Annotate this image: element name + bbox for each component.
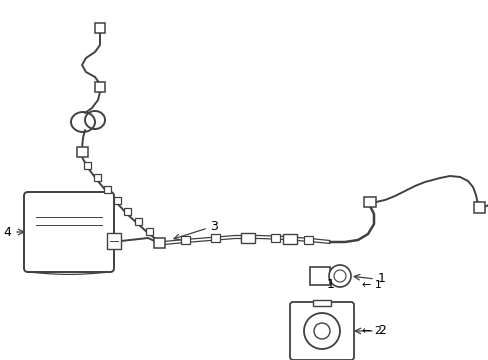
Bar [180,236,189,244]
Bar [153,238,164,248]
Ellipse shape [328,265,350,287]
Bar [363,197,375,207]
Text: 3: 3 [209,220,218,233]
Bar [83,162,90,168]
Bar [134,217,141,225]
Bar [95,23,105,33]
Text: ← 1: ← 1 [361,280,381,290]
Text: ← 2: ← 2 [361,326,381,336]
Text: 1: 1 [377,271,385,284]
Bar [283,234,296,244]
Bar [309,267,329,285]
Bar [241,233,254,243]
Bar [95,82,105,92]
Ellipse shape [333,270,346,282]
Bar [107,233,121,249]
Bar [113,197,120,203]
Text: 2: 2 [377,324,385,338]
Bar [76,147,87,157]
Bar [240,234,249,242]
Bar [312,300,330,306]
Bar [93,174,101,180]
Bar [472,202,484,212]
Text: 1: 1 [326,279,334,292]
Bar [123,207,130,215]
Bar [303,236,312,244]
Text: 4: 4 [3,225,11,239]
Bar [210,234,219,242]
Bar [103,185,110,193]
Bar [270,234,279,242]
Bar [145,228,152,234]
Circle shape [304,313,339,349]
FancyBboxPatch shape [24,192,114,272]
Circle shape [313,323,329,339]
FancyBboxPatch shape [289,302,353,360]
